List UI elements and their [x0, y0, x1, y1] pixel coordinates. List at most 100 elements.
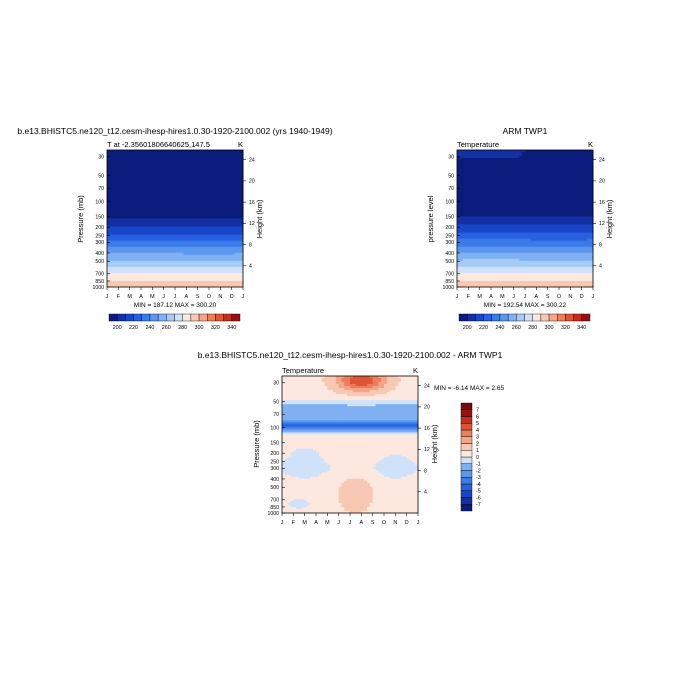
heatmap-cell	[169, 202, 173, 205]
heatmap-cell	[109, 250, 114, 254]
heatmap-cell	[206, 164, 210, 167]
heatmap-cell	[197, 258, 201, 262]
heatmap-cell	[138, 198, 142, 201]
heatmap-cell	[234, 276, 238, 280]
heatmap-cell	[143, 218, 148, 221]
heatmap-cell	[141, 160, 145, 163]
heatmap-cell	[226, 196, 230, 199]
heatmap-cell	[112, 202, 116, 205]
heatmap-cell	[129, 180, 133, 183]
heatmap-cell	[223, 220, 227, 223]
heatmap-cell	[180, 246, 184, 250]
heatmap-cell	[234, 154, 238, 157]
heatmap-cell	[166, 278, 170, 282]
heatmap-cell	[240, 182, 244, 185]
heatmap-cell	[152, 216, 156, 219]
heatmap-cell	[211, 162, 216, 165]
heatmap-cell	[240, 156, 244, 159]
heatmap-cell	[228, 154, 233, 157]
heatmap-cell	[158, 190, 162, 193]
heatmap-cell	[228, 166, 233, 169]
heatmap-cell	[138, 270, 142, 274]
heatmap-cell	[197, 184, 201, 187]
heatmap-cell	[234, 158, 238, 161]
heatmap-cell	[143, 264, 148, 268]
heatmap-cell	[166, 178, 170, 181]
heatmap-cell	[220, 176, 224, 179]
heatmap-cell	[183, 212, 187, 215]
heatmap-cell	[240, 202, 244, 205]
heatmap-cell	[132, 202, 136, 205]
heatmap-cell	[166, 162, 170, 165]
heatmap-cell	[183, 150, 187, 153]
heatmap-cell	[141, 240, 145, 244]
heatmap-cell	[194, 228, 199, 231]
heatmap-cell	[223, 208, 227, 211]
heatmap-cell	[177, 218, 182, 221]
heatmap-cell	[192, 170, 196, 173]
heatmap-cell	[143, 182, 148, 185]
heatmap-cell	[175, 238, 179, 242]
heatmap-cell	[220, 248, 224, 252]
heatmap-cell	[132, 156, 136, 159]
heatmap-cell	[214, 272, 218, 276]
heatmap-cell	[118, 202, 122, 205]
heatmap-cell	[214, 190, 218, 193]
heatmap-cell	[160, 202, 165, 205]
heatmap-cell	[124, 176, 128, 179]
heatmap-cell	[189, 210, 193, 213]
heatmap-cell	[141, 248, 145, 252]
heatmap-cell	[226, 176, 230, 179]
heatmap-cell	[226, 244, 230, 248]
heatmap-cell	[231, 242, 235, 246]
heatmap-cell	[206, 278, 210, 282]
heatmap-cell	[109, 216, 114, 219]
heatmap-cell	[175, 198, 179, 201]
obs-heatmap: 3050701001502002503004005007008501000242…	[442, 149, 605, 300]
heatmap-cell	[132, 172, 136, 175]
heatmap-cell	[226, 180, 230, 183]
heatmap-cell	[200, 228, 204, 231]
heatmap-cell	[138, 160, 142, 163]
heatmap-cell	[132, 232, 136, 236]
heatmap-cell	[135, 196, 139, 199]
heatmap-cell	[107, 192, 111, 195]
heatmap-cell	[149, 258, 153, 262]
heatmap-cell	[237, 202, 241, 205]
heatmap-cell	[234, 264, 238, 268]
heatmap-cell	[135, 194, 139, 197]
heatmap-cell	[141, 150, 145, 153]
heatmap-cell	[155, 258, 159, 262]
heatmap-cell	[135, 248, 139, 252]
heatmap-cell	[141, 174, 145, 177]
heatmap-cell	[231, 232, 235, 236]
heatmap-cell	[209, 276, 213, 280]
heatmap-cell	[115, 206, 119, 209]
heatmap-cell	[180, 204, 184, 207]
heatmap-cell	[175, 272, 179, 276]
heatmap-cell	[203, 176, 207, 179]
heatmap-cell	[129, 244, 133, 248]
heatmap-cell	[186, 250, 190, 254]
heatmap-cell	[121, 150, 125, 153]
heatmap-cell	[200, 258, 204, 262]
heatmap-cell	[124, 278, 128, 282]
heatmap-cell	[192, 270, 196, 274]
heatmap-cell	[183, 226, 187, 229]
heatmap-cell	[172, 278, 176, 282]
heatmap-cell	[109, 274, 114, 278]
heatmap-cell	[209, 174, 213, 177]
heatmap-cell	[228, 238, 233, 242]
heatmap-cell	[163, 234, 167, 238]
heatmap-cell	[158, 214, 162, 217]
colorbar-box	[198, 313, 208, 322]
heatmap-cell	[189, 216, 193, 219]
heatmap-cell	[149, 220, 153, 223]
heatmap-cell	[186, 270, 190, 274]
heatmap-cell	[186, 204, 190, 207]
heatmap-cell	[228, 250, 233, 254]
heatmap-cell	[129, 234, 133, 238]
heatmap-cell	[211, 252, 216, 256]
heatmap-cell	[115, 176, 119, 179]
heatmap-cell	[223, 222, 227, 225]
